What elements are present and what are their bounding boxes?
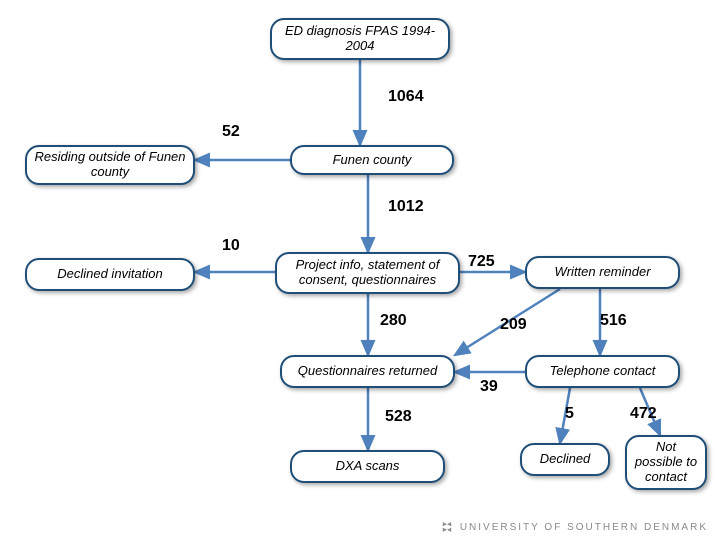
count-528: 528 — [385, 408, 412, 426]
count-1064: 1064 — [388, 88, 424, 106]
node-funen-county: Funen county — [290, 145, 454, 175]
count-516: 516 — [600, 312, 627, 330]
count-5: 5 — [565, 405, 574, 423]
footer-text: UNIVERSITY OF SOUTHERN DENMARK — [460, 522, 708, 533]
node-questionnaires: Questionnaires returned — [280, 355, 455, 388]
node-declined: Declined — [520, 443, 610, 476]
footer-branding: UNIVERSITY OF SOUTHERN DENMARK — [440, 520, 708, 534]
count-10: 10 — [222, 237, 240, 255]
university-logo-icon — [440, 520, 454, 534]
node-ed-diagnosis: ED diagnosis FPAS 1994- 2004 — [270, 18, 450, 60]
count-725: 725 — [468, 253, 495, 271]
count-472: 472 — [630, 405, 657, 423]
node-dxa-scans: DXA scans — [290, 450, 445, 483]
node-residing-outside: Residing outside of Funen county — [25, 145, 195, 185]
count-209: 209 — [500, 316, 527, 334]
node-project-info: Project info, statement of consent, ques… — [275, 252, 460, 294]
count-52: 52 — [222, 123, 240, 141]
count-39: 39 — [480, 378, 498, 396]
node-not-possible: Not possible to contact — [625, 435, 707, 490]
count-280: 280 — [380, 312, 407, 330]
node-declined-invitation: Declined invitation — [25, 258, 195, 291]
node-telephone-contact: Telephone contact — [525, 355, 680, 388]
count-1012: 1012 — [388, 198, 424, 216]
flowchart-canvas: { "type": "flowchart", "canvas": { "widt… — [0, 0, 720, 540]
node-written-reminder: Written reminder — [525, 256, 680, 289]
